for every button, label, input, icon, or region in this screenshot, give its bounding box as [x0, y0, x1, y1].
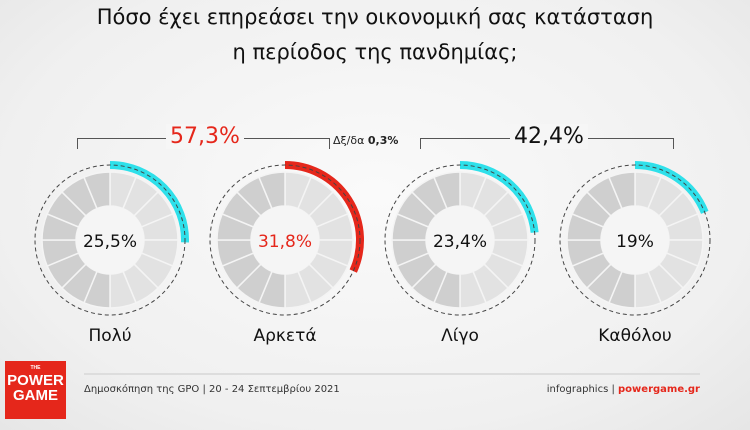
donut-center	[251, 206, 319, 274]
left-total: 57,3%	[166, 124, 244, 149]
page-title: Πόσο έχει επηρεάσει την οικονομική σας κ…	[0, 0, 750, 70]
margin-of-error: Δξ/δα 0,3%	[333, 134, 399, 147]
title-line-2: η περίοδος της πανδημίας;	[232, 40, 518, 64]
donut-center	[76, 206, 144, 274]
category-label: Καθόλου	[598, 326, 672, 346]
value-label: 19%	[616, 232, 654, 252]
value-arc	[634, 161, 709, 214]
category-label: Αρκετά	[253, 326, 317, 346]
right-total: 42,4%	[510, 124, 588, 149]
footer-divider	[84, 373, 700, 375]
donut-center	[426, 206, 494, 274]
category-label: Λίγο	[441, 326, 479, 346]
dashed-ring	[34, 164, 186, 316]
site-link[interactable]: powergame.gr	[618, 384, 700, 395]
dashed-ring	[384, 164, 536, 316]
credit-text: infographics | powergame.gr	[546, 384, 700, 395]
dashed-ring	[209, 164, 361, 316]
category-label: Πολύ	[88, 326, 132, 346]
source-text: Δημοσκόπηση της GPO | 20 - 24 Σεπτεμβρίο…	[84, 384, 340, 395]
donut-center	[601, 206, 669, 274]
value-label: 23,4%	[433, 232, 487, 252]
value-label: 25,5%	[83, 232, 137, 252]
title-line-1: Πόσο έχει επηρεάσει την οικονομική σας κ…	[96, 5, 654, 29]
powergame-logo: THE POWER GAME	[5, 361, 66, 419]
value-label: 31,8%	[258, 232, 312, 252]
dashed-ring	[559, 164, 711, 316]
